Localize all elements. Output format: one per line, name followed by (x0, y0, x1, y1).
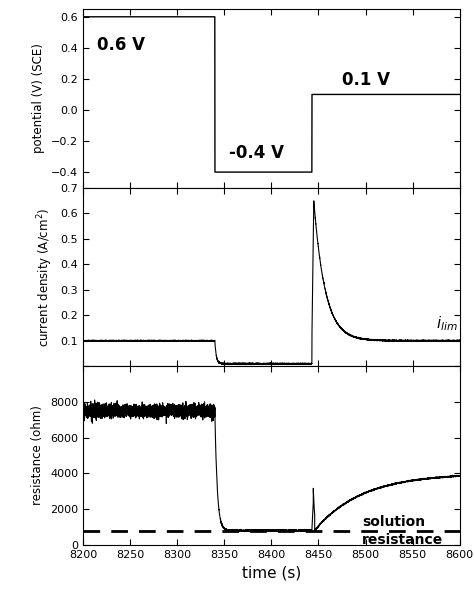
Y-axis label: potential (V) (SCE): potential (V) (SCE) (32, 43, 46, 154)
Text: solution
resistance: solution resistance (362, 515, 443, 547)
Y-axis label: current density (A/cm$^2$): current density (A/cm$^2$) (35, 207, 55, 347)
Text: $i_{lim}$: $i_{lim}$ (436, 314, 458, 333)
Text: -0.4 V: -0.4 V (229, 144, 284, 163)
Y-axis label: resistance (ohm): resistance (ohm) (31, 406, 45, 506)
Text: 0.6 V: 0.6 V (97, 36, 145, 54)
Text: 0.1 V: 0.1 V (342, 72, 390, 90)
Text: 10000: 10000 (425, 366, 460, 376)
X-axis label: time (s): time (s) (242, 565, 301, 580)
